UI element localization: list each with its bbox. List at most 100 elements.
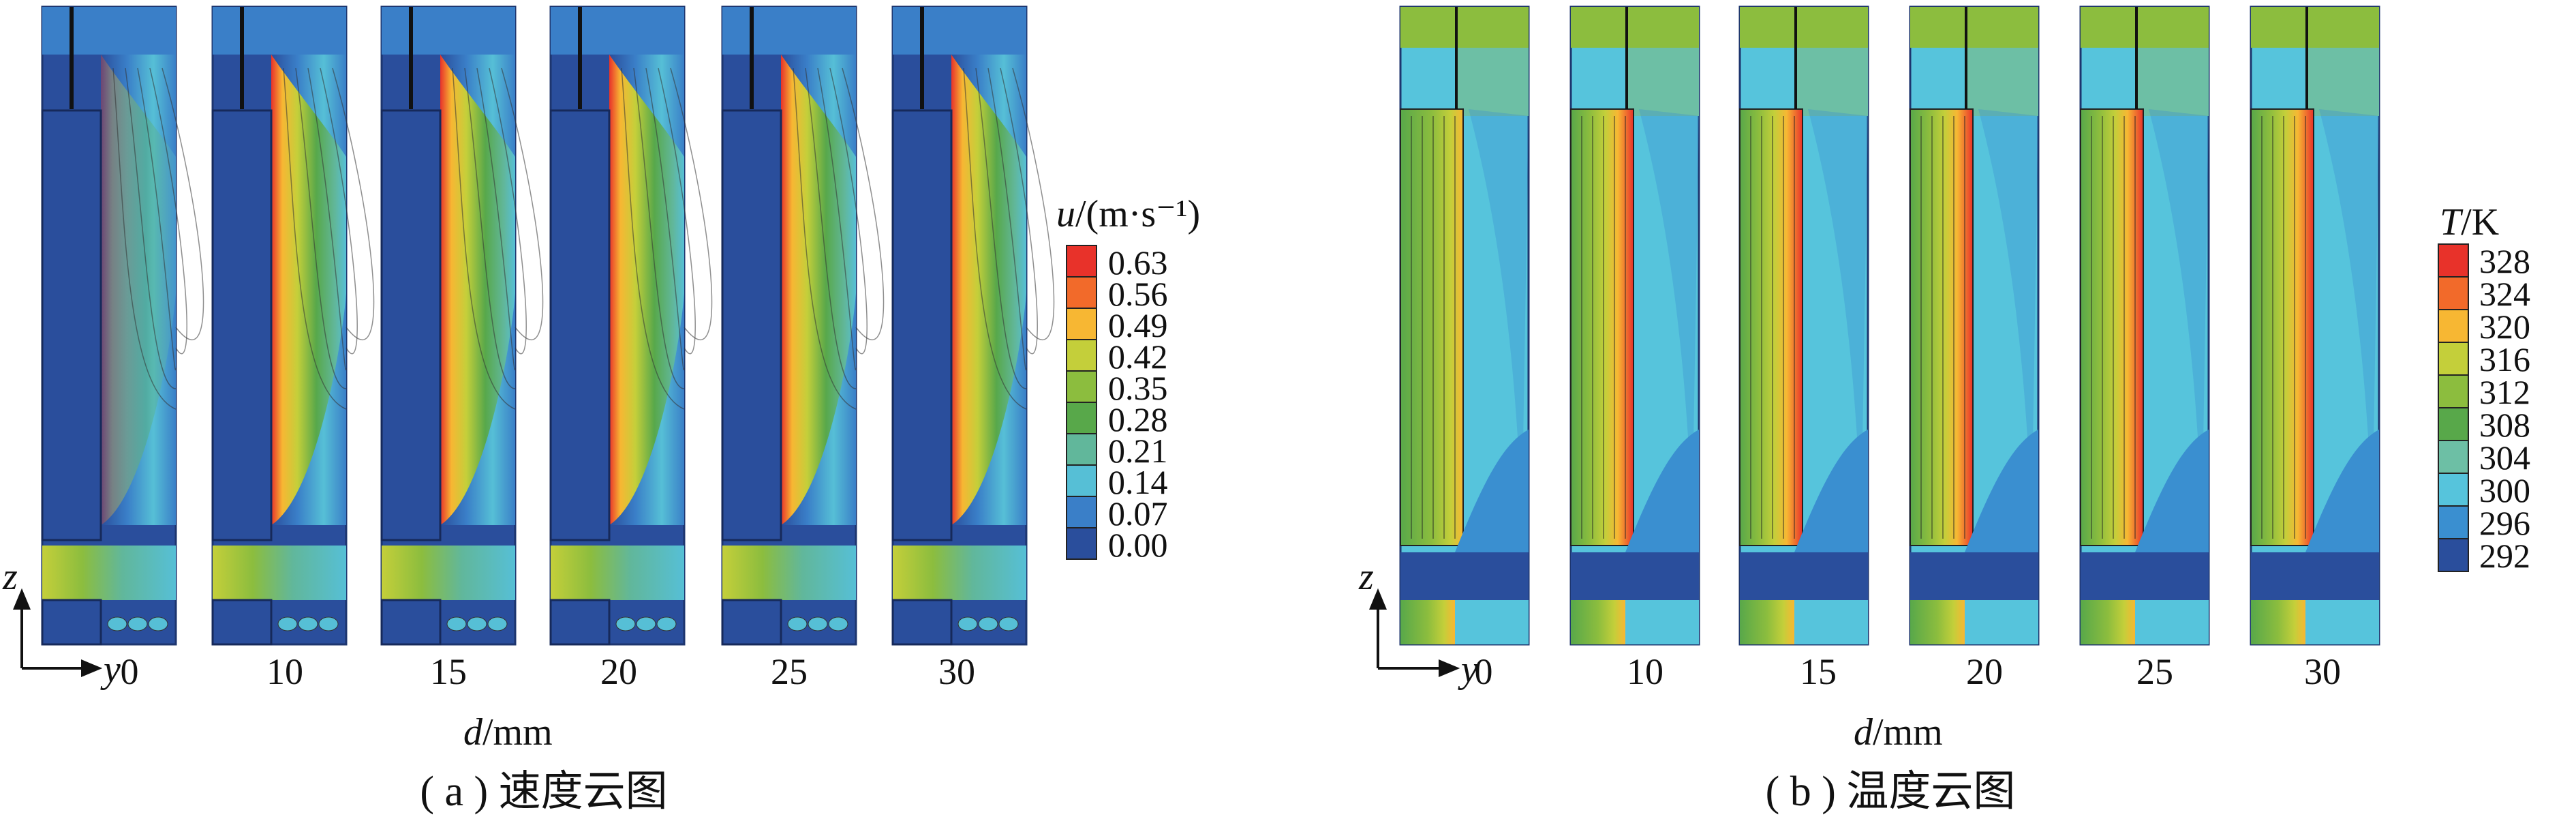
cold-inflow-band (1740, 552, 1868, 600)
divider-line (1455, 7, 1458, 109)
velocity-contour-figure (13, 5, 1097, 677)
contour-line (1000, 68, 1038, 355)
x-axis-title: d/mm (1854, 713, 1943, 751)
velocity-strip-4 (721, 5, 885, 646)
contour-line (149, 68, 187, 355)
legend-value-8: 0.07 (1108, 494, 1168, 533)
temperature-strip-2 (1738, 5, 1869, 646)
legend-title-var: u (1056, 193, 1075, 235)
top-band (213, 7, 346, 55)
temperature-strip-0 (1399, 5, 1530, 646)
eddy (487, 616, 508, 631)
eddy (656, 616, 677, 631)
temperature-strip-4 (2079, 5, 2210, 646)
lower-channel (2135, 600, 2209, 644)
bottom-gap-band (893, 546, 1026, 600)
d-tick-4: 25 (2136, 651, 2173, 692)
lower-block (1910, 600, 1965, 644)
heated-wall (1570, 108, 1634, 546)
top-band (1740, 7, 1868, 48)
wall-jet-region (781, 55, 856, 525)
eddy (787, 616, 808, 631)
legend-swatch (1066, 245, 1097, 278)
velocity-strip-2 (380, 5, 544, 646)
legend-value-9: 292 (2479, 537, 2530, 575)
legend-swatch (2438, 505, 2469, 539)
bottom-gap-band (722, 546, 856, 600)
d-tick-2: 15 (430, 651, 467, 692)
velocity-strip-0 (41, 5, 204, 646)
eddy (148, 616, 168, 631)
divider-line (1965, 7, 1967, 109)
contour-line (842, 68, 885, 340)
contour-line (1012, 68, 1055, 340)
legend-swatch (2438, 407, 2469, 441)
x-axis-var: d (1854, 711, 1873, 753)
top-band (1571, 7, 1699, 48)
eddy (318, 616, 339, 631)
contour-line (621, 68, 685, 410)
cold-plume (1625, 430, 1699, 552)
caption-a: ( a ) 速度云图 (420, 768, 668, 815)
plume (1639, 109, 1699, 525)
wall-jet-region (101, 55, 176, 525)
d-tick-1: 10 (1627, 651, 1663, 692)
divider-line (2135, 7, 2138, 109)
velocity-strip-1 (211, 5, 375, 646)
plume (1469, 109, 1529, 525)
heated-wall (1400, 108, 1464, 546)
legend-swatch (2438, 342, 2469, 376)
temperature-strip-3 (1909, 5, 2040, 646)
legend-swatch (1066, 308, 1097, 340)
contour-line (501, 68, 544, 340)
divider-line (240, 7, 244, 109)
plume (1978, 109, 2038, 525)
legend-swatch (1066, 464, 1097, 497)
d-tick-5: 30 (2304, 651, 2341, 692)
cold-plume (1965, 430, 2038, 552)
contour-line (489, 68, 527, 355)
legend-value-4: 312 (2479, 373, 2530, 411)
temperature-legend-bar (2438, 243, 2469, 572)
legend-title-unit: /K (2461, 201, 2500, 243)
legend-swatch (2438, 309, 2469, 343)
contour-line (283, 68, 347, 410)
divider-line (70, 7, 74, 109)
heated-wall (1739, 108, 1803, 546)
legend-swatch (2438, 374, 2469, 408)
legend-value-0: 0.63 (1108, 243, 1168, 282)
legend-value-9: 0.00 (1108, 526, 1168, 564)
top-band (1400, 7, 1529, 48)
contour-line (645, 68, 685, 371)
legend-swatch (1066, 433, 1097, 466)
legend-value-6: 0.21 (1108, 432, 1168, 470)
cold-plume (2305, 430, 2379, 552)
contour-line (307, 68, 347, 371)
legend-swatch (2438, 440, 2469, 474)
x-axis-unit: /mm (482, 711, 553, 753)
heat-block-lower (549, 599, 611, 646)
lower-block (1571, 600, 1625, 644)
velocity-strip-3 (549, 5, 713, 646)
plume (2319, 109, 2379, 525)
legend-value-5: 0.28 (1108, 400, 1168, 438)
legend-value-5: 308 (2479, 406, 2530, 444)
lower-channel (1965, 600, 2038, 644)
bottom-gap-band (42, 546, 176, 600)
legend-value-6: 304 (2479, 438, 2530, 477)
d-tick-2: 15 (1800, 651, 1837, 692)
bottom-gap-band (382, 546, 515, 600)
temperature-contour-figure (1369, 5, 2469, 677)
upper-mixing (1455, 48, 1529, 116)
legend-value-7: 0.14 (1108, 463, 1168, 501)
eddy (957, 616, 978, 631)
temperature-strip-1 (1569, 5, 1700, 646)
d-tick-0: 0 (1474, 651, 1493, 692)
eddy (808, 616, 828, 631)
contour-line (817, 68, 857, 371)
lower-channel (1625, 600, 1699, 644)
top-band (1910, 7, 2038, 48)
d-tick-1: 10 (266, 651, 303, 692)
heat-block-upper (549, 109, 611, 541)
heated-wall (1910, 108, 1974, 546)
